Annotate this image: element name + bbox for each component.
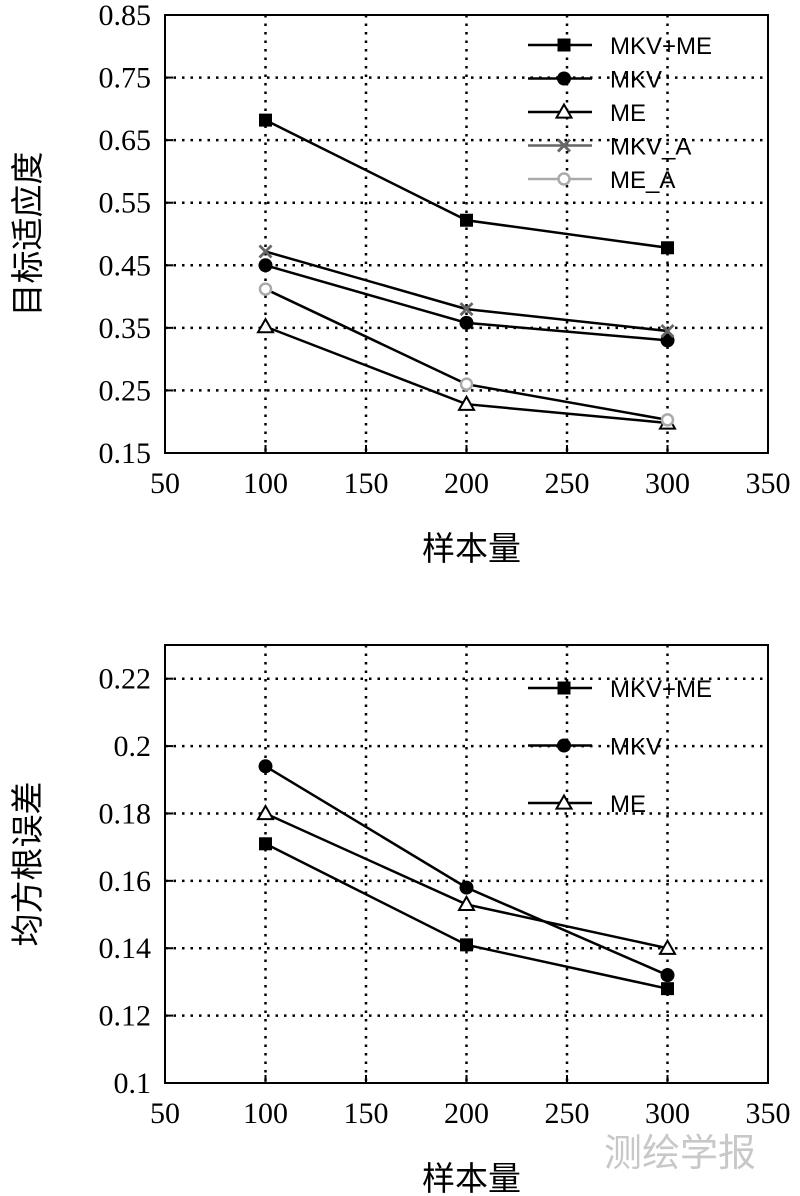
data-point	[258, 759, 273, 774]
x-tick-label: 300	[645, 467, 690, 500]
legend: MKV+ME MKV ME MKV_A ME_A	[528, 33, 712, 194]
legend-marker	[554, 793, 574, 810]
data-point	[258, 282, 273, 296]
legend-label: MKV	[610, 734, 662, 761]
y-tick-label: 0.35	[99, 312, 152, 345]
grid	[165, 15, 768, 453]
x-tick-label: 250	[545, 467, 590, 500]
data-point	[660, 968, 675, 983]
data-point	[459, 377, 474, 391]
x-axis-title: 样本量	[422, 531, 521, 568]
series-ME	[256, 803, 677, 955]
watermark: 测绘学报	[604, 1131, 756, 1175]
x-tick-label: 350	[746, 1097, 791, 1130]
y-tick-label: 0.75	[99, 62, 152, 95]
plot-frame	[164, 644, 769, 1084]
x-axis-title: 样本量	[422, 1161, 521, 1196]
x-tick-label: 50	[150, 1097, 180, 1130]
legend-label: ME	[610, 791, 646, 818]
legend-marker	[557, 38, 571, 52]
y-axis-title: 目标适应度	[10, 152, 47, 317]
legend-label: MKV_A	[610, 134, 691, 161]
grid	[165, 645, 768, 1083]
y-tick-label: 0.55	[99, 187, 152, 220]
x-tick-label: 50	[150, 467, 180, 500]
chart-rmse: 50 100 150 200 250 300 350 0.1 0.12 0.14 0.16 0.18 0…	[10, 644, 791, 1196]
data-point	[460, 213, 473, 227]
legend-label: ME	[610, 100, 646, 127]
legend-label: MKV	[610, 67, 662, 94]
data-point	[660, 323, 675, 338]
x-tick-label: 200	[444, 467, 489, 500]
data-point	[459, 880, 474, 895]
y-tick-label: 0.2	[114, 730, 152, 763]
data-point	[457, 394, 476, 411]
y-axis-title: 均方根误差	[10, 782, 47, 947]
series-line	[264, 842, 668, 990]
data-point	[259, 837, 272, 851]
y-tick-label: 0.45	[99, 249, 152, 282]
y-tick-label: 0.14	[99, 932, 152, 965]
legend-label: MKV+ME	[610, 676, 712, 703]
legend-marker	[554, 102, 574, 119]
data-point	[259, 113, 272, 127]
legend-marker	[557, 681, 571, 695]
x-tick-label: 250	[545, 1097, 590, 1130]
y-tick-label: 0.15	[99, 437, 152, 470]
series-ME_A	[258, 282, 675, 427]
series-MKV_A	[258, 244, 675, 338]
x-tick-label: 100	[243, 467, 288, 500]
series-MKV	[258, 759, 675, 983]
legend-marker	[557, 138, 571, 153]
data-point	[457, 894, 476, 912]
x-tick-label: 300	[645, 1097, 690, 1130]
y-tick-label: 0.65	[99, 124, 152, 157]
data-point	[661, 241, 674, 255]
series-MKV+ME	[259, 837, 674, 996]
series-MKV+ME	[259, 113, 674, 255]
legend-marker	[557, 172, 571, 186]
data-point	[258, 258, 273, 273]
y-tick-label: 0.25	[99, 374, 152, 407]
y-tick-label: 0.22	[99, 663, 152, 696]
data-point	[658, 938, 677, 955]
x-tick-label: 150	[344, 1097, 389, 1130]
y-tick-label: 0.16	[99, 865, 152, 898]
legend-marker	[557, 71, 571, 86]
data-point	[256, 803, 275, 821]
legend: MKV+ME MKV ME	[528, 676, 712, 818]
data-point	[460, 938, 473, 952]
y-tick-label: 0.12	[99, 1000, 152, 1033]
legend-label: MKV+ME	[610, 33, 712, 60]
data-point	[661, 982, 674, 996]
data-point	[660, 413, 675, 427]
y-tick-label: 0.1	[114, 1067, 152, 1100]
data-point	[459, 315, 474, 330]
data-point	[258, 244, 273, 259]
y-tick-label: 0.18	[99, 797, 152, 830]
legend-marker	[557, 738, 571, 753]
x-tick-label: 350	[746, 467, 791, 500]
legend-label: ME_A	[610, 167, 675, 194]
data-point	[256, 317, 275, 334]
ticks: 50 100 150 200 250 300 350 0.15 0.25 0.35 0.45 0.55…	[99, 0, 791, 500]
ticks: 50 100 150 200 250 300 350 0.1 0.12 0.14 0.16 0.18 0…	[99, 663, 791, 1130]
chart-fitness: 50 100 150 200 250 300 350 0.15 0.25 0.35 0.45 0.55…	[10, 0, 791, 568]
series-MKV	[258, 258, 675, 348]
data-point	[660, 333, 675, 348]
y-tick-label: 0.85	[99, 0, 152, 32]
x-tick-label: 150	[344, 467, 389, 500]
x-tick-label: 200	[444, 1097, 489, 1130]
x-tick-label: 100	[243, 1097, 288, 1130]
data-point	[459, 302, 474, 317]
